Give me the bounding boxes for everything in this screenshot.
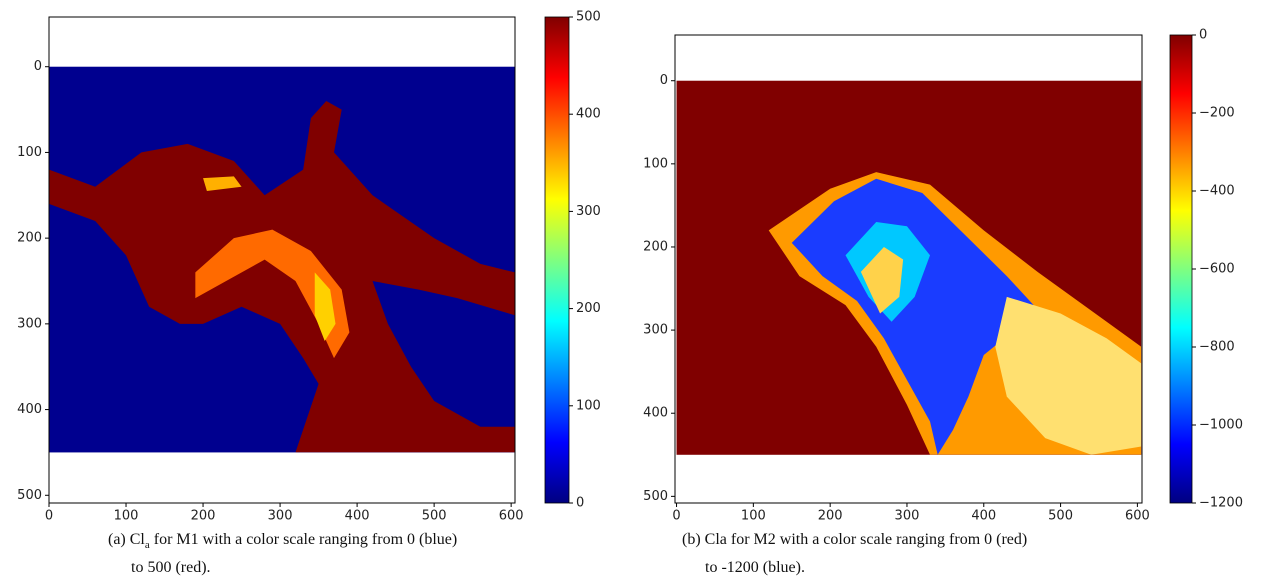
image-region bbox=[314, 272, 336, 341]
image bbox=[49, 66, 515, 453]
image-region bbox=[860, 246, 904, 314]
y-tick-label: 500 bbox=[17, 488, 42, 503]
image-region bbox=[995, 296, 1142, 455]
colorbar-tick-label: 500 bbox=[576, 10, 601, 25]
x-tick-label: 0 bbox=[672, 509, 680, 524]
y-tick-label: 400 bbox=[643, 406, 668, 421]
y-tick-label: 200 bbox=[17, 231, 42, 246]
caption: (b) Cla for M2 with a color scale rangin… bbox=[682, 531, 1027, 548]
colorbar-tick-label: 100 bbox=[576, 398, 601, 413]
colorbar bbox=[544, 16, 570, 504]
colorbar-tick-label: 200 bbox=[576, 301, 601, 316]
y-tick-label: 400 bbox=[17, 402, 42, 417]
colorbar bbox=[1169, 34, 1193, 504]
image-region bbox=[203, 176, 242, 191]
colorbar-tick-label: −800 bbox=[1199, 340, 1235, 355]
y-tick-label: 0 bbox=[34, 59, 42, 74]
colorbar-tick-label: 300 bbox=[576, 204, 601, 219]
colorbar-tick-label: 0 bbox=[576, 496, 584, 511]
y-tick-label: 0 bbox=[660, 73, 668, 88]
caption-text: (a) Cl bbox=[108, 531, 145, 548]
colorbar-tick-label: 0 bbox=[1199, 28, 1207, 43]
x-tick-label: 400 bbox=[345, 509, 370, 524]
y-tick-label: 100 bbox=[17, 145, 42, 160]
image-region bbox=[49, 101, 515, 453]
y-tick-label: 300 bbox=[643, 323, 668, 338]
colorbar-tick-label: −600 bbox=[1199, 262, 1235, 277]
colorbar-tick-label: −1200 bbox=[1199, 496, 1243, 511]
colorbar-tick-label: −200 bbox=[1199, 106, 1235, 121]
x-tick-label: 400 bbox=[971, 509, 996, 524]
y-tick-label: 200 bbox=[643, 239, 668, 254]
x-tick-label: 0 bbox=[45, 509, 53, 524]
axes-frame bbox=[674, 34, 1143, 504]
x-tick-label: 500 bbox=[1048, 509, 1073, 524]
axes-frame bbox=[48, 16, 516, 504]
caption-text: for M1 with a color scale ranging from 0… bbox=[150, 531, 457, 548]
colorbar-tick-label: −1000 bbox=[1199, 418, 1243, 433]
image-region bbox=[195, 229, 350, 359]
x-tick-label: 300 bbox=[895, 509, 920, 524]
colorbar-tick-label: −400 bbox=[1199, 184, 1235, 199]
caption: to -1200 (blue). bbox=[705, 559, 805, 576]
x-tick-label: 200 bbox=[191, 509, 216, 524]
x-tick-label: 100 bbox=[741, 509, 766, 524]
caption: (a) Cla for M1 with a color scale rangin… bbox=[108, 531, 457, 551]
x-tick-label: 500 bbox=[422, 509, 447, 524]
x-tick-label: 600 bbox=[499, 509, 524, 524]
x-tick-label: 600 bbox=[1125, 509, 1150, 524]
x-tick-label: 300 bbox=[268, 509, 293, 524]
image bbox=[676, 80, 1142, 455]
y-tick-label: 300 bbox=[17, 316, 42, 331]
caption: to 500 (red). bbox=[131, 559, 211, 576]
y-tick-label: 500 bbox=[643, 489, 668, 504]
y-tick-label: 100 bbox=[643, 156, 668, 171]
x-tick-label: 100 bbox=[114, 509, 139, 524]
x-tick-label: 200 bbox=[818, 509, 843, 524]
caption-subscript: a bbox=[145, 539, 150, 551]
colorbar-tick-label: 400 bbox=[576, 107, 601, 122]
